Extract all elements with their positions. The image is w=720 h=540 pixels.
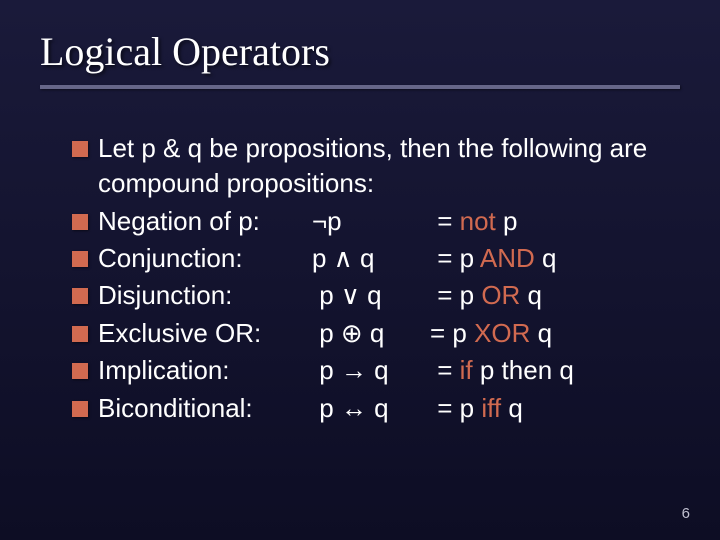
title-underline xyxy=(40,85,680,89)
operator-symbol: ¬p xyxy=(312,204,430,239)
operator-meaning: = p XOR q xyxy=(430,316,680,351)
operator-row: Negation of p: ¬p = not p xyxy=(72,204,680,239)
slide: Logical Operators Let p & q be propositi… xyxy=(0,0,720,540)
bullet-icon xyxy=(72,251,88,267)
slide-content: Let p & q be propositions, then the foll… xyxy=(40,131,680,426)
meaning-prefix: = p xyxy=(430,243,480,273)
operator-row: Biconditional: p ↔ q = p iff q xyxy=(72,391,680,426)
operator-label: Exclusive OR: xyxy=(98,316,312,351)
operator-meaning: = p AND q xyxy=(430,241,680,276)
operator-symbol: p ↔ q xyxy=(312,391,430,426)
meaning-suffix: q xyxy=(501,393,523,423)
meaning-prefix: = p xyxy=(430,318,474,348)
operator-symbol: p ∨ q xyxy=(312,278,430,313)
operator-label: Biconditional: xyxy=(98,391,312,426)
operator-label: Disjunction: xyxy=(98,278,312,313)
bullet-icon xyxy=(72,214,88,230)
intro-text: Let p & q be propositions, then the foll… xyxy=(98,131,680,202)
operator-meaning: = p iff q xyxy=(430,391,680,426)
meaning-suffix: q xyxy=(530,318,552,348)
keyword: not xyxy=(460,206,496,236)
operator-meaning: = if p then q xyxy=(430,353,680,388)
operator-meaning: = p OR q xyxy=(430,278,680,313)
operator-symbol: p ∧ q xyxy=(312,241,430,276)
operator-label: Negation of p: xyxy=(98,204,312,239)
keyword: XOR xyxy=(474,318,530,348)
slide-title: Logical Operators xyxy=(40,28,680,75)
meaning-prefix: = p xyxy=(430,393,481,423)
operator-meaning: = not p xyxy=(430,204,680,239)
meaning-suffix: q xyxy=(535,243,557,273)
operator-symbol: p ⊕ q xyxy=(312,316,430,351)
operator-symbol: p → q xyxy=(312,353,430,388)
meaning-prefix: = xyxy=(430,206,460,236)
keyword: AND xyxy=(480,243,535,273)
bullet-icon xyxy=(72,363,88,379)
meaning-suffix: p then q xyxy=(473,355,574,385)
operator-row: Exclusive OR: p ⊕ q = p XOR q xyxy=(72,316,680,351)
operator-row: Implication: p → q = if p then q xyxy=(72,353,680,388)
meaning-prefix: = xyxy=(430,355,460,385)
bullet-icon xyxy=(72,141,88,157)
page-number: 6 xyxy=(682,505,690,522)
meaning-suffix: p xyxy=(496,206,518,236)
keyword: if xyxy=(460,355,473,385)
bullet-icon xyxy=(72,401,88,417)
intro-row: Let p & q be propositions, then the foll… xyxy=(72,131,680,202)
keyword: iff xyxy=(481,393,501,423)
meaning-suffix: q xyxy=(520,280,542,310)
operator-row: Conjunction: p ∧ q = p AND q xyxy=(72,241,680,276)
keyword: OR xyxy=(481,280,520,310)
bullet-icon xyxy=(72,326,88,342)
operator-label: Conjunction: xyxy=(98,241,312,276)
operator-label: Implication: xyxy=(98,353,312,388)
operator-row: Disjunction: p ∨ q = p OR q xyxy=(72,278,680,313)
meaning-prefix: = p xyxy=(430,280,481,310)
bullet-icon xyxy=(72,288,88,304)
